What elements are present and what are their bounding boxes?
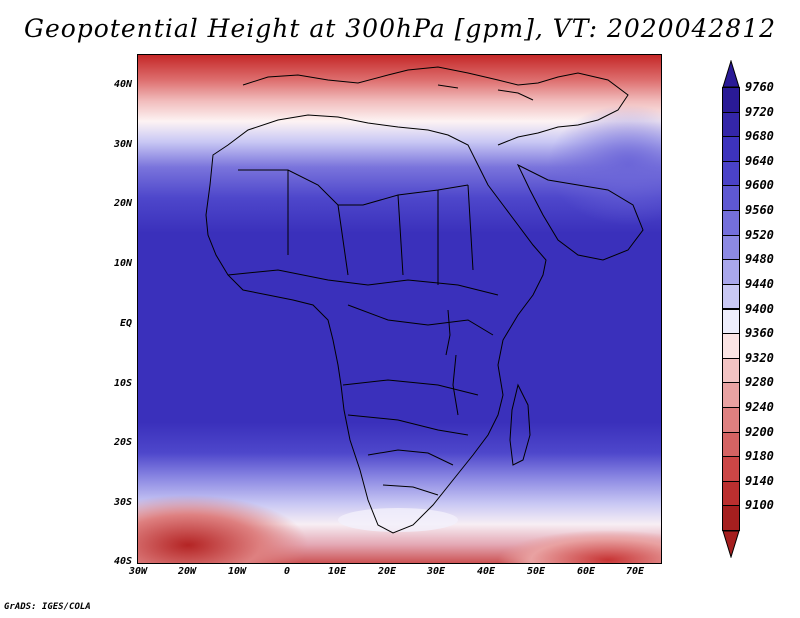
lat-label-20s: 20S [113, 437, 132, 448]
lat-label-30s: 30S [113, 497, 132, 508]
colorbar-swatch [722, 160, 740, 187]
colorbar-label: 9440 [745, 276, 774, 291]
map-title: Geopotential Height at 300hPa [gpm], VT:… [23, 14, 777, 43]
colorbar-label: 9760 [745, 80, 774, 94]
southwest-low-height-region [138, 495, 308, 563]
colorbar-label: 9140 [745, 473, 774, 488]
colorbar-swatch [722, 431, 740, 458]
lat-label-30n: 30N [113, 139, 132, 150]
lon-label-20e: 20E [377, 566, 397, 577]
colorbar-swatch [722, 234, 740, 261]
iberia-coast [242, 74, 389, 86]
colorbar-swatch [722, 87, 740, 113]
colorbar-label: 9320 [745, 350, 774, 365]
colorbar-label: 9640 [745, 153, 774, 168]
south-africa-ridge-edge [338, 508, 458, 532]
colorbar-label: 9240 [745, 399, 774, 414]
grads-credit: GrADS: IGES/COLA [4, 602, 91, 612]
mediterranean-coast [387, 66, 629, 146]
southern-borders [342, 379, 479, 436]
lon-label-70e: 70E [625, 566, 645, 577]
madagascar [509, 383, 531, 466]
lat-label-eq: EQ [119, 318, 132, 329]
africa-outline [205, 114, 547, 534]
lon-label-60e: 60E [576, 566, 596, 577]
colorbar-label: 9180 [745, 449, 774, 464]
colorbar-swatch [722, 283, 740, 310]
lon-label-10w: 10W [227, 566, 247, 577]
arabian-peninsula [516, 163, 644, 261]
colorbar-swatch [722, 333, 740, 359]
geopotential-field-map [138, 55, 661, 563]
northern-borders [238, 169, 469, 206]
colorbar-label: 9560 [745, 203, 774, 218]
colorbar-label: 9400 [745, 301, 774, 316]
colorbar-bottom-arrow [722, 530, 740, 558]
lat-label-10s: 10S [113, 378, 132, 389]
south-africa-borders [367, 449, 454, 496]
sahel-borders [227, 269, 499, 296]
central-borders [347, 304, 494, 336]
lon-label-50e: 50E [526, 566, 546, 577]
colorbar-swatch [722, 406, 740, 433]
lat-label-20n: 20N [113, 198, 132, 209]
colorbar-swatch [722, 259, 740, 285]
colorbar-label: 9600 [745, 178, 774, 193]
colorbar-label: 9520 [745, 227, 774, 242]
sahara-borders [287, 170, 474, 285]
colorbar-label: 9680 [745, 129, 774, 144]
lon-label-10e: 10E [327, 566, 347, 577]
colorbar-swatch [722, 111, 740, 138]
lat-label-40n: 40N [113, 79, 132, 90]
lon-label-30e: 30E [426, 566, 446, 577]
colorbar-label: 9720 [745, 104, 774, 119]
mediterranean-islands [437, 84, 534, 101]
colorbar-label: 9480 [745, 252, 774, 267]
colorbar-swatch [722, 382, 740, 408]
lat-label-10n: 10N [113, 258, 132, 269]
colorbar-label: 9100 [745, 498, 774, 513]
lon-label-0: 0 [283, 566, 291, 577]
colorbar-swatch [722, 210, 740, 236]
coastlines-and-borders [205, 66, 644, 534]
colorbar-label: 9280 [745, 375, 774, 390]
northeast-height-gradient [548, 105, 661, 225]
colorbar-swatch [722, 136, 740, 162]
colorbar-swatch [722, 357, 740, 384]
lat-label-40s: 40S [113, 556, 132, 567]
southeast-low-height-region [498, 530, 661, 563]
colorbar-label: 9360 [745, 326, 774, 341]
colorbar-swatch [722, 308, 740, 335]
colorbar-swatch [722, 185, 740, 212]
great-lakes [445, 309, 459, 416]
map-plot-area [137, 54, 662, 564]
colorbar-top-arrow [722, 60, 740, 88]
colorbar-label: 9200 [745, 424, 774, 439]
colorbar-swatch [722, 456, 740, 482]
colorbar-swatch [722, 480, 740, 507]
lon-label-30w: 30W [128, 566, 148, 577]
lon-label-20w: 20W [177, 566, 197, 577]
colorbar-swatch [722, 505, 740, 531]
lon-label-40e: 40E [476, 566, 496, 577]
